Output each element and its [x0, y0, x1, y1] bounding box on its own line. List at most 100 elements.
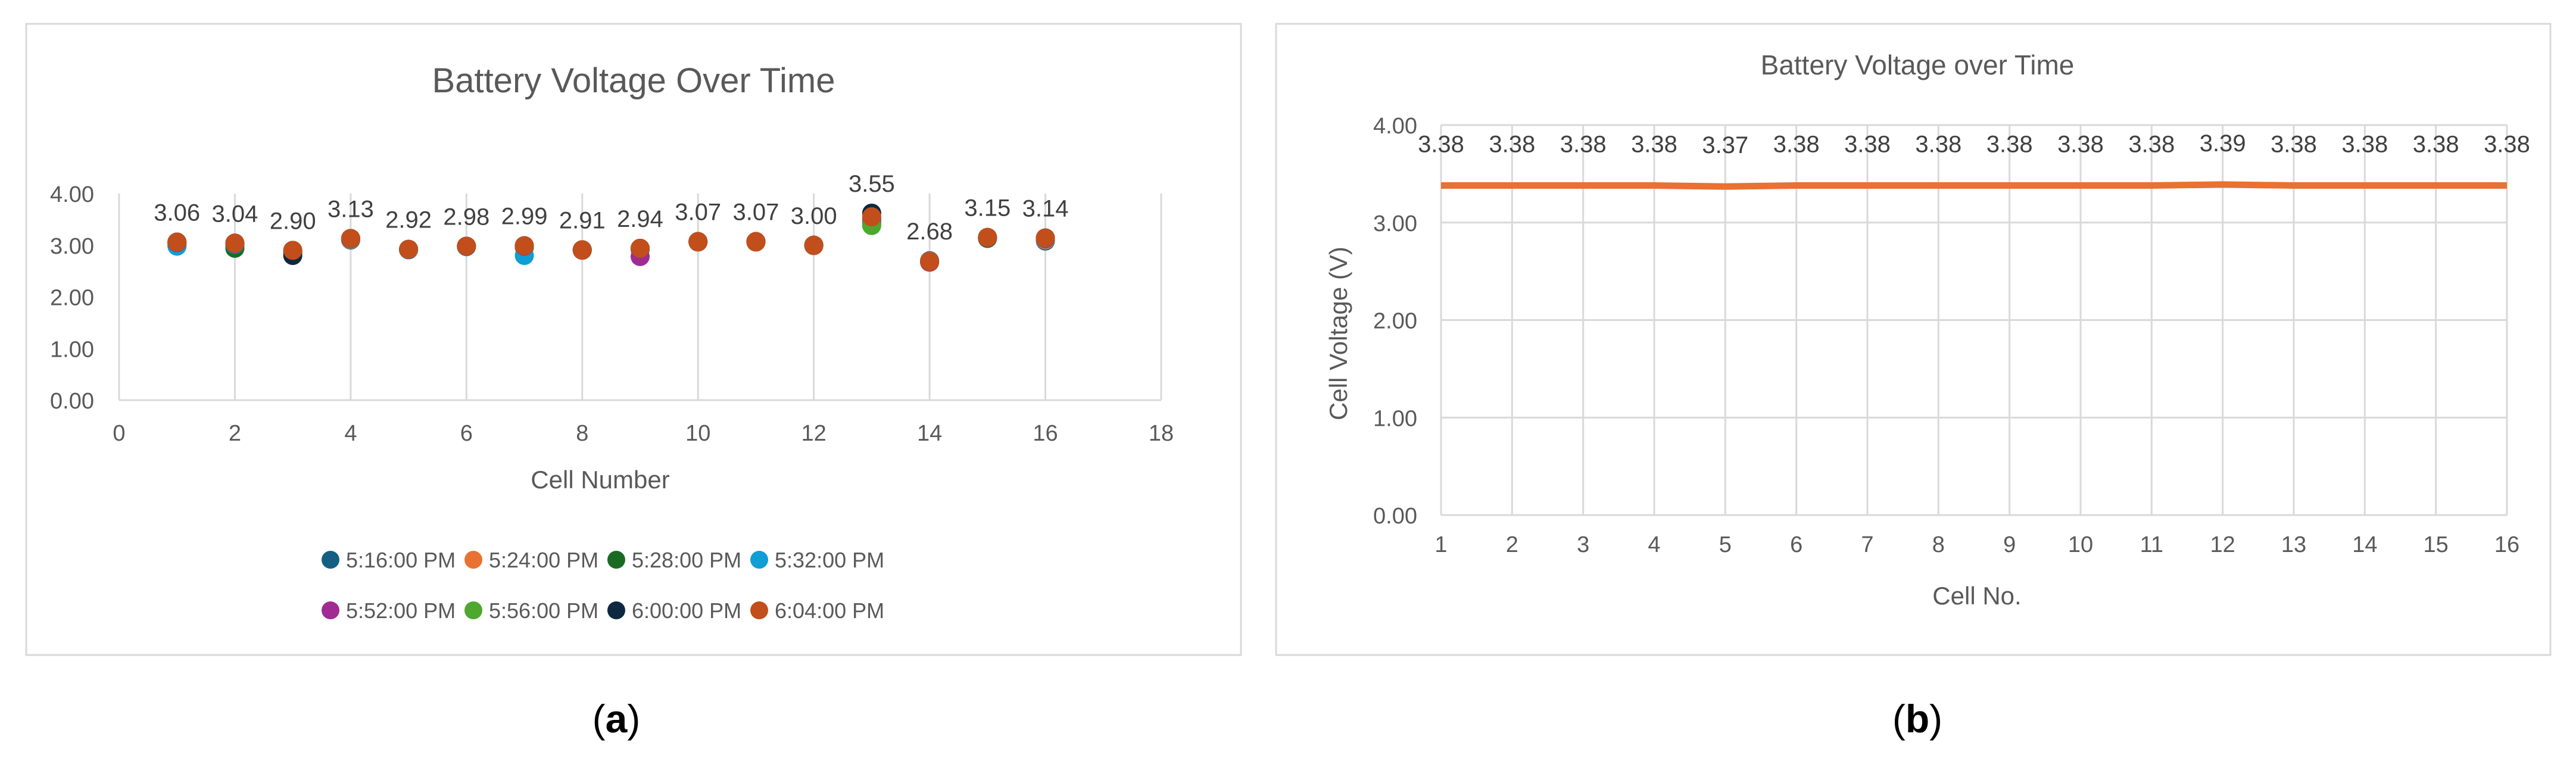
x-tick-label: 4	[1648, 532, 1660, 557]
data-point	[631, 238, 650, 258]
x-tick-label: 6	[1790, 532, 1802, 557]
x-tick-label: 14	[917, 421, 942, 446]
legend-label: 5:28:00 PM	[632, 548, 741, 572]
legend-item: 5:32:00 PM	[750, 548, 884, 572]
y-tick-label: 2.00	[50, 286, 94, 311]
data-point	[167, 232, 187, 252]
x-tick-label: 3	[1577, 532, 1589, 557]
data-label: 3.07	[733, 199, 779, 226]
x-tick-label: 5	[1719, 532, 1732, 557]
data-label: 3.38	[2484, 132, 2530, 158]
y-tick-label: 1.00	[50, 337, 94, 362]
panel-b-frame	[1275, 23, 2552, 656]
legend-item: 5:56:00 PM	[464, 598, 598, 623]
data-point	[457, 236, 476, 256]
caption-a-letter: a	[606, 697, 628, 741]
caption-b: (b)	[1892, 697, 1942, 741]
data-point	[514, 236, 534, 255]
data-point	[399, 239, 419, 259]
legend-item: 5:28:00 PM	[607, 548, 741, 572]
data-label: 2.92	[385, 207, 432, 233]
legend-item: 5:24:00 PM	[464, 548, 598, 572]
panel-b-ylabel: Cell Voltage (V)	[1324, 247, 1352, 420]
x-tick-label: 6	[460, 421, 473, 446]
x-tick-label: 14	[2352, 532, 2377, 557]
data-label: 2.90	[270, 208, 316, 234]
legend-item: 5:52:00 PM	[322, 598, 456, 623]
data-label: 2.98	[443, 204, 489, 230]
x-tick-label: 7	[1861, 532, 1873, 557]
legend-marker	[607, 551, 625, 569]
data-label: 3.38	[2057, 132, 2104, 158]
y-tick-label: 2.00	[1373, 309, 1417, 334]
data-label: 3.38	[2271, 132, 2317, 158]
data-label: 2.91	[559, 208, 606, 234]
y-tick-label: 3.00	[1373, 211, 1417, 236]
legend-marker	[322, 551, 339, 569]
x-tick-label: 16	[1033, 421, 1058, 446]
x-tick-label: 1	[1434, 532, 1447, 557]
x-tick-label: 15	[2424, 532, 2449, 557]
legend-label: 5:52:00 PM	[346, 598, 456, 623]
legend-item: 6:04:00 PM	[750, 598, 884, 623]
x-tick-label: 8	[576, 421, 588, 446]
legend-marker	[607, 601, 625, 619]
x-tick-label: 16	[2494, 532, 2519, 557]
data-label: 3.38	[2341, 132, 2388, 158]
series-line	[1441, 181, 2507, 190]
panel-a-title: Battery Voltage Over Time	[432, 61, 835, 100]
panel-a-xlabel: Cell Number	[531, 466, 669, 494]
data-point	[572, 240, 592, 260]
panel-a-frame	[25, 23, 1242, 656]
data-point	[1036, 228, 1055, 248]
x-tick-label: 2	[1506, 532, 1518, 557]
data-point	[804, 235, 824, 255]
data-point	[862, 207, 881, 227]
data-label: 3.55	[849, 171, 895, 197]
legend-marker	[464, 551, 482, 569]
panel-b-xlabel: Cell No.	[1932, 582, 2021, 610]
data-point	[920, 252, 940, 272]
data-label: 3.37	[1702, 132, 1748, 158]
y-tick-label: 0.00	[1373, 504, 1417, 529]
x-tick-label: 13	[2281, 532, 2306, 557]
x-tick-label: 10	[2068, 532, 2093, 557]
legend-label: 5:32:00 PM	[775, 548, 884, 572]
data-label: 3.38	[1773, 132, 1820, 158]
data-label: 3.39	[2200, 130, 2246, 157]
x-tick-label: 2	[229, 421, 241, 446]
x-tick-label: 8	[1932, 532, 1945, 557]
data-label: 3.14	[1022, 196, 1069, 222]
y-tick-label: 3.00	[50, 234, 94, 259]
data-label: 3.15	[964, 195, 1011, 222]
data-point	[688, 232, 708, 251]
data-label: 3.38	[1844, 132, 1891, 158]
y-tick-label: 4.00	[1373, 114, 1417, 139]
x-tick-label: 4	[344, 421, 357, 446]
x-tick-label: 0	[113, 421, 125, 446]
data-point	[283, 241, 302, 260]
data-label: 2.68	[906, 219, 953, 245]
data-label: 3.00	[791, 203, 837, 229]
data-label: 3.38	[1418, 132, 1464, 158]
data-label: 2.99	[501, 204, 548, 230]
legend-label: 5:16:00 PM	[346, 548, 456, 572]
data-label: 2.94	[617, 206, 663, 232]
data-label: 3.38	[1631, 132, 1677, 158]
legend-item: 6:00:00 PM	[607, 598, 741, 623]
panel-b-title: Battery Voltage over Time	[1761, 49, 2075, 80]
legend-marker	[464, 601, 482, 619]
x-tick-label: 12	[802, 421, 827, 446]
data-label: 3.13	[328, 196, 374, 222]
y-tick-label: 1.00	[1373, 406, 1417, 431]
data-label: 3.06	[154, 200, 200, 226]
legend-marker	[750, 551, 768, 569]
data-point	[746, 232, 766, 251]
x-tick-label: 10	[685, 421, 710, 446]
legend-label: 5:56:00 PM	[489, 598, 598, 623]
data-label: 3.04	[212, 201, 258, 227]
caption-a: (a)	[592, 697, 641, 741]
legend-marker	[322, 601, 339, 619]
data-label: 3.38	[2413, 132, 2459, 158]
